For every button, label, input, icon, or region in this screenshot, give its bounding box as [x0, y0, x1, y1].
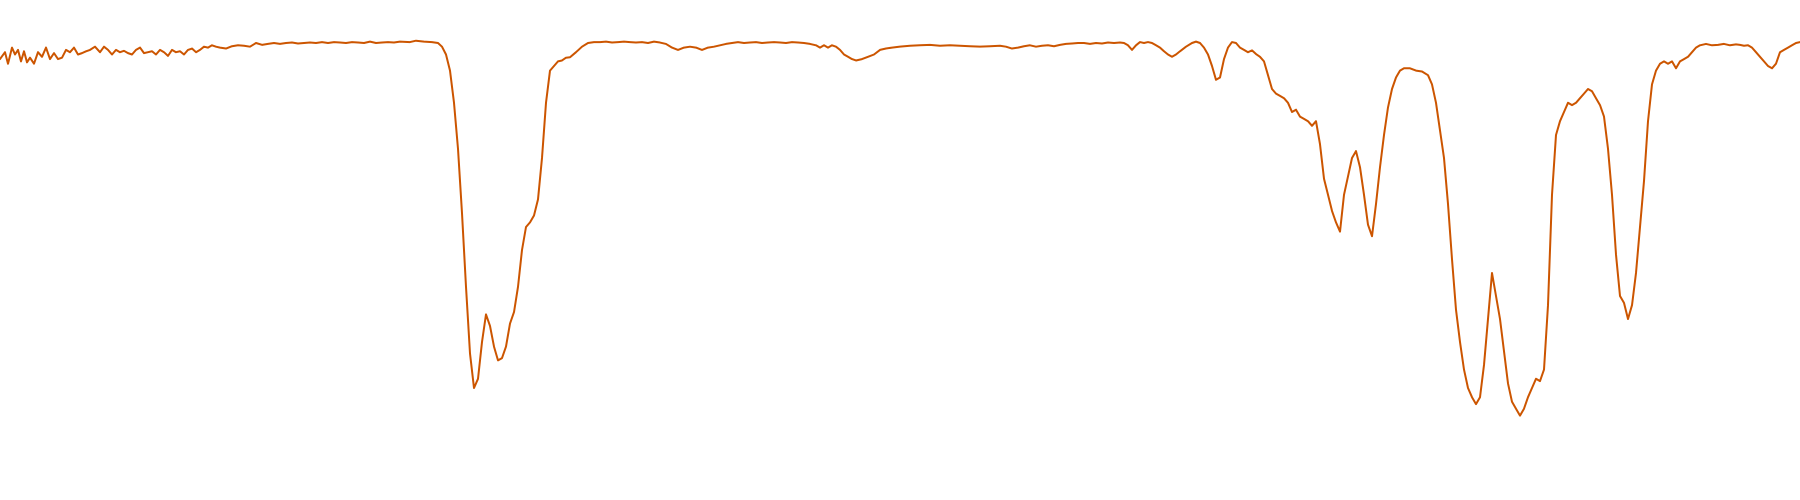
- series-line-1: [0, 39, 1800, 417]
- plot-area: [0, 39, 1800, 417]
